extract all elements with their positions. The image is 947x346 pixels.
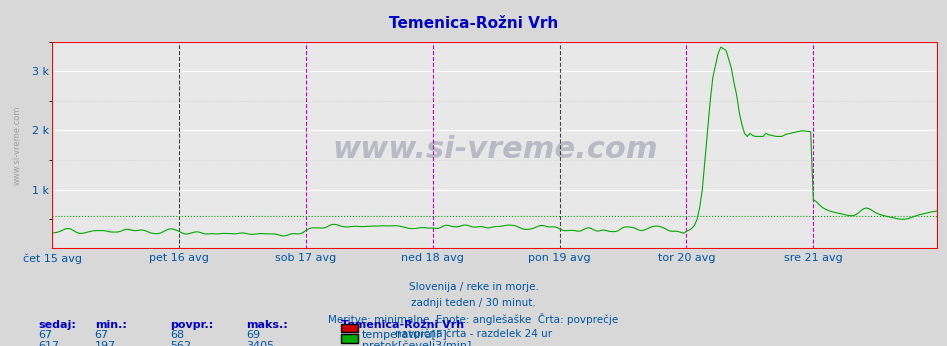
- Text: 3405: 3405: [246, 341, 275, 346]
- Text: www.si-vreme.com: www.si-vreme.com: [332, 135, 657, 164]
- Text: maks.:: maks.:: [246, 320, 288, 330]
- Text: www.si-vreme.com: www.si-vreme.com: [12, 106, 21, 185]
- Text: Meritve: minimalne  Enote: anglešaške  Črta: povprečje: Meritve: minimalne Enote: anglešaške Črt…: [329, 313, 618, 325]
- Text: zadnji teden / 30 minut.: zadnji teden / 30 minut.: [411, 298, 536, 308]
- Text: 68: 68: [170, 330, 185, 340]
- Text: Temenica-Rožni Vrh: Temenica-Rožni Vrh: [341, 320, 464, 330]
- Text: 67: 67: [38, 330, 52, 340]
- Text: 67: 67: [95, 330, 109, 340]
- Text: 197: 197: [95, 341, 116, 346]
- Text: temperatura[F]: temperatura[F]: [362, 330, 448, 340]
- Text: 69: 69: [246, 330, 260, 340]
- Text: Temenica-Rožni Vrh: Temenica-Rožni Vrh: [389, 16, 558, 30]
- Text: navpična črta - razdelek 24 ur: navpična črta - razdelek 24 ur: [395, 329, 552, 339]
- Text: min.:: min.:: [95, 320, 127, 330]
- Text: 562: 562: [170, 341, 191, 346]
- Text: povpr.:: povpr.:: [170, 320, 214, 330]
- Text: sedaj:: sedaj:: [38, 320, 76, 330]
- Text: pretok[čevelj3/min]: pretok[čevelj3/min]: [362, 341, 471, 346]
- Text: Slovenija / reke in morje.: Slovenija / reke in morje.: [408, 282, 539, 292]
- Text: 617: 617: [38, 341, 59, 346]
